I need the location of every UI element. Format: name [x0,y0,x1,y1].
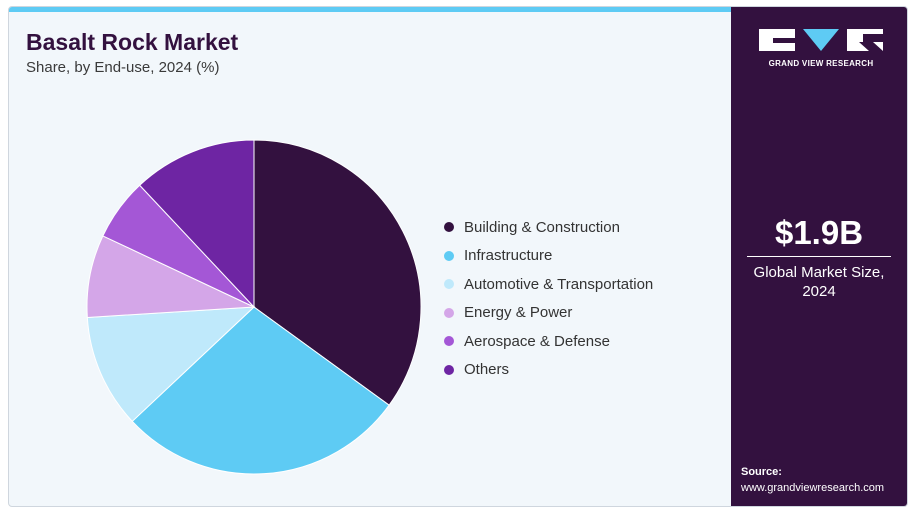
legend-marker [444,250,454,261]
legend-label: Energy & Power [464,304,573,322]
pie-chart [86,139,422,475]
chart-card: Basalt Rock Market Share, by End-use, 20… [8,6,908,507]
legend-label: Others [464,361,510,379]
legend-label: Automotive & Transportation [464,275,654,293]
accent-bar [9,7,731,12]
legend-marker [444,307,454,318]
legend-marker [444,336,454,347]
pie-slice-building-construction [253,139,422,406]
legend-marker [444,222,454,233]
pie-slice-automotive-transportation [86,306,256,423]
market-size-label: Global Market Size, 2024 [753,264,885,300]
legend-marker [444,364,454,375]
market-size-value: $1.9B [774,214,864,251]
legend-item: Building & Construction [444,213,653,242]
legend-item: Energy & Power [444,299,653,328]
chart-subtitle: Share, by End-use, 2024 (%) [26,59,220,76]
legend-label: Aerospace & Defense [464,332,610,350]
legend-item: Infrastructure [444,242,653,271]
chart-legend: Building & Construction Infrastructure Aut… [444,213,653,384]
gvr-logo-icon [759,29,883,51]
legend-item: Others [444,356,653,385]
side-panel: GRAND VIEW RESEARCH $1.9B Global Market … [731,7,907,506]
pie-slice-infrastructure [131,306,390,475]
pie-slice-others [138,139,255,309]
brand-name: GRAND VIEW RESEARCH [768,59,874,68]
legend-item: Aerospace & Defense [444,327,653,356]
chart-title: Basalt Rock Market [26,29,239,55]
source-url: www.grandviewresearch.com [741,482,885,494]
divider [747,256,891,257]
source-label: Source: [741,466,782,478]
legend-marker [444,279,454,290]
legend-label: Building & Construction [464,218,620,236]
brand-logo: GRAND VIEW RESEARCH [759,29,883,68]
legend-label: Infrastructure [464,247,553,265]
legend-item: Automotive & Transportation [444,270,653,299]
